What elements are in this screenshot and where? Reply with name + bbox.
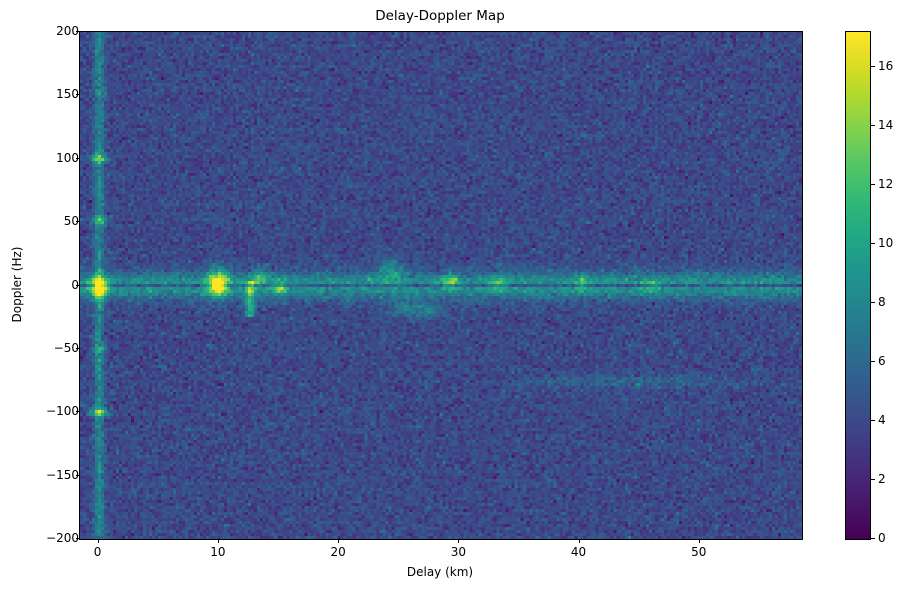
colorbar-tick-mark bbox=[871, 361, 875, 363]
y-tick-label: −200 bbox=[46, 531, 79, 545]
x-tick-label: 50 bbox=[691, 545, 707, 559]
y-tick-label: 200 bbox=[56, 24, 79, 38]
x-tick-label: 30 bbox=[450, 545, 466, 559]
y-tick-mark bbox=[75, 474, 79, 476]
colorbar-tick-mark bbox=[871, 479, 875, 481]
y-tick-label: 50 bbox=[63, 214, 79, 229]
x-tick-mark bbox=[338, 539, 340, 543]
colorbar-tick-mark bbox=[871, 302, 875, 304]
x-tick-mark bbox=[97, 539, 99, 543]
x-tick-mark bbox=[698, 539, 700, 543]
y-tick-mark bbox=[75, 94, 79, 96]
x-tick-label: 10 bbox=[210, 545, 226, 559]
y-tick-mark bbox=[75, 157, 79, 159]
x-tick-label: 0 bbox=[93, 545, 102, 559]
y-axis-label: Doppler (Hz) bbox=[10, 246, 24, 323]
y-tick-mark bbox=[75, 284, 79, 286]
colorbar[interactable] bbox=[845, 31, 871, 540]
delay-doppler-map-axes[interactable] bbox=[79, 31, 803, 540]
delay-doppler-heatmap[interactable] bbox=[80, 32, 802, 539]
y-tick-mark bbox=[75, 411, 79, 413]
y-tick-mark bbox=[75, 347, 79, 349]
y-tick-mark bbox=[75, 31, 79, 32]
colorbar-tick-label: 6 bbox=[878, 354, 886, 369]
y-tick-mark bbox=[75, 538, 79, 539]
colorbar-tick-label: 14 bbox=[878, 118, 894, 133]
x-axis-label: Delay (km) bbox=[406, 565, 474, 579]
colorbar-tick-mark bbox=[871, 125, 875, 127]
colorbar-tick-label: 2 bbox=[878, 472, 886, 487]
y-tick-label: −100 bbox=[46, 404, 79, 419]
colorbar-tick-label: 8 bbox=[878, 295, 886, 310]
x-tick-mark bbox=[217, 539, 219, 543]
y-tick-label: 0 bbox=[71, 277, 79, 292]
colorbar-tick-mark bbox=[871, 538, 875, 539]
x-tick-mark bbox=[578, 539, 580, 543]
colorbar-tick-mark bbox=[871, 243, 875, 245]
y-tick-label: −150 bbox=[46, 467, 79, 482]
y-tick-label: 150 bbox=[56, 87, 79, 102]
colorbar-tick-mark bbox=[871, 184, 875, 186]
colorbar-tick-label: 4 bbox=[878, 413, 886, 428]
colorbar-tick-mark bbox=[871, 420, 875, 422]
page-title: Delay-Doppler Map bbox=[375, 8, 505, 24]
colorbar-tick-label: 12 bbox=[878, 177, 894, 192]
x-tick-mark bbox=[458, 539, 460, 543]
y-tick-mark bbox=[75, 221, 79, 223]
colorbar-tick-label: 0 bbox=[878, 531, 886, 545]
y-tick-label: 100 bbox=[56, 150, 79, 165]
x-tick-label: 20 bbox=[330, 545, 346, 559]
colorbar-tick-mark bbox=[871, 66, 875, 68]
colorbar-tick-label: 10 bbox=[878, 236, 894, 251]
y-tick-label: −50 bbox=[53, 340, 79, 355]
x-tick-label: 40 bbox=[570, 545, 587, 559]
colorbar-gradient bbox=[846, 32, 870, 539]
colorbar-tick-label: 16 bbox=[878, 59, 894, 74]
